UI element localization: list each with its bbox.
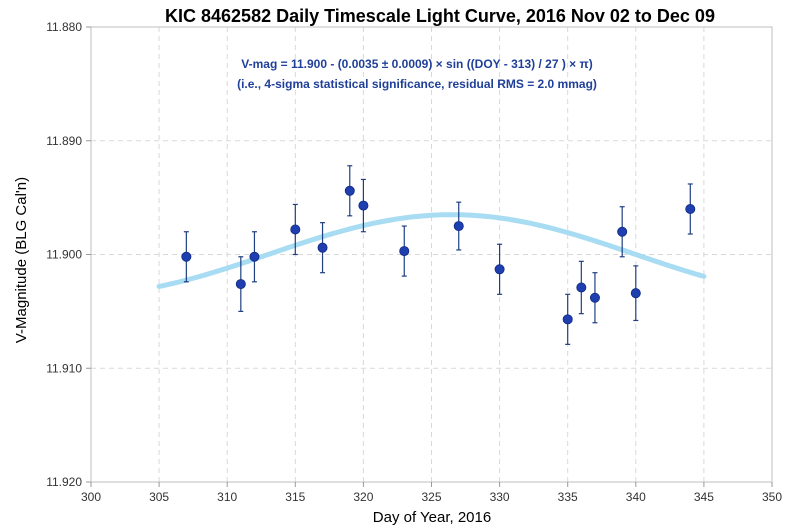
data-marker [494,264,505,275]
data-point [290,203,301,256]
x-tick-label: 350 [762,490,782,504]
x-tick-label: 310 [217,490,237,504]
x-axis-label: Day of Year, 2016 [373,509,491,526]
data-point [249,231,260,283]
data-marker [617,226,628,237]
data-point [399,225,410,277]
y-axis: 11.880 11.890 11.900 11.910 11.920 [46,20,91,489]
x-axis: 300 305 310 315 320 325 330 335 340 345 350 [81,482,782,504]
data-marker [181,251,192,262]
x-tick-label: 335 [558,490,578,504]
data-point [453,201,464,251]
y-tick-label: 11.910 [46,361,82,375]
data-marker [399,246,410,257]
y-tick-label: 11.890 [46,134,82,148]
data-marker [685,203,696,214]
y-tick-label: 11.920 [46,475,82,489]
x-tick-label: 330 [490,490,510,504]
fit-significance-note: (i.e., 4-sigma statistical significance,… [237,77,597,91]
data-marker [317,242,328,253]
data-point [617,206,628,258]
data-marker [249,251,260,262]
x-tick-label: 305 [149,490,169,504]
x-tick-label: 320 [353,490,373,504]
data-point [589,272,600,324]
data-marker [630,288,641,299]
data-marker [453,221,464,232]
y-tick-label: 11.880 [46,20,82,34]
data-point [235,256,246,312]
fit-equation: V-mag = 11.900 - (0.0035 ± 0.0009) × sin… [241,57,592,71]
y-tick-label: 11.900 [46,248,82,262]
x-tick-label: 300 [81,490,101,504]
data-marker [589,292,600,303]
data-points [181,165,696,345]
data-marker [290,224,301,235]
data-marker [358,200,369,211]
data-point [181,231,192,283]
grid [90,26,773,483]
data-point [344,165,355,217]
data-point [494,243,505,295]
data-point [576,260,587,315]
x-tick-label: 340 [626,490,646,504]
x-tick-label: 315 [285,490,305,504]
data-point [317,222,328,274]
x-tick-label: 345 [694,490,714,504]
data-marker [576,282,587,293]
data-point [358,178,369,233]
chart-title: KIC 8462582 Daily Timescale Light Curve,… [165,6,715,26]
x-tick-label: 325 [421,490,441,504]
data-point [685,183,696,235]
data-marker [562,314,573,325]
data-point [630,265,641,322]
data-point [562,293,573,345]
fit-curve [156,212,707,289]
data-marker [235,279,246,290]
data-marker [344,185,355,196]
y-axis-label: V-Magnitude (BLG Cal'n) [13,177,30,343]
